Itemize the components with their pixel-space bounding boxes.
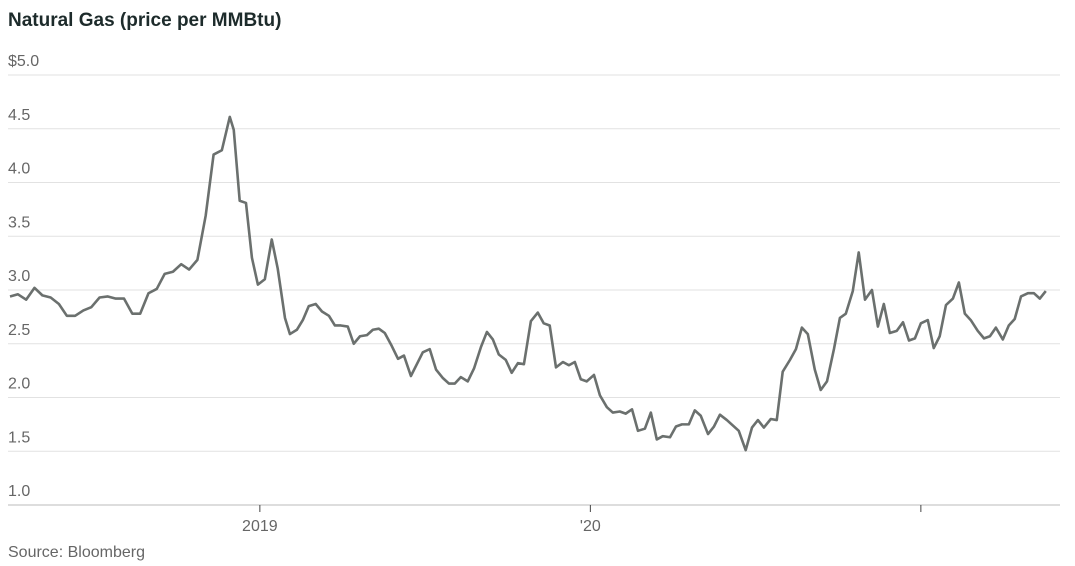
y-tick-label: 1.0 [8,483,30,500]
y-tick-label: 1.5 [8,429,30,446]
y-tick-label: $5.0 [8,53,39,70]
chart-title: Natural Gas (price per MMBtu) [8,10,281,31]
y-tick-label: 4.0 [8,161,30,178]
x-tick-label: 2019 [242,518,278,535]
source-note: Source: Bloomberg [8,544,145,561]
y-tick-label: 3.0 [8,268,30,285]
y-tick-label: 4.5 [8,107,30,124]
y-tick-label: 3.5 [8,214,30,231]
price-line [9,115,1047,452]
x-tick-label: '20 [580,518,601,535]
y-tick-label: 2.5 [8,322,30,339]
y-tick-label: 2.0 [8,376,30,393]
